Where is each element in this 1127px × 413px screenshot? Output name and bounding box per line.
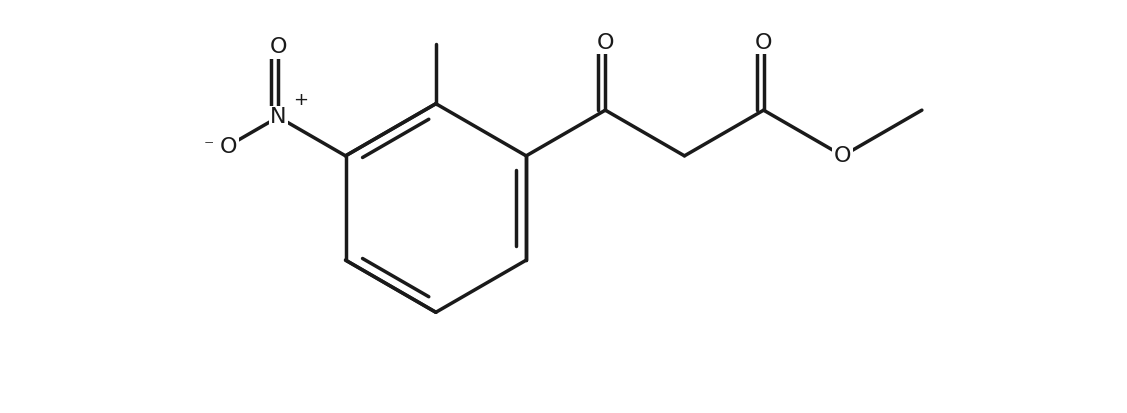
Text: O: O — [220, 137, 238, 157]
Text: O: O — [755, 33, 772, 52]
Text: O: O — [596, 33, 614, 52]
Text: N: N — [270, 107, 286, 127]
Text: +: + — [293, 91, 308, 109]
Text: ⁻: ⁻ — [204, 137, 214, 156]
Text: O: O — [834, 146, 852, 166]
Text: O: O — [269, 38, 287, 57]
